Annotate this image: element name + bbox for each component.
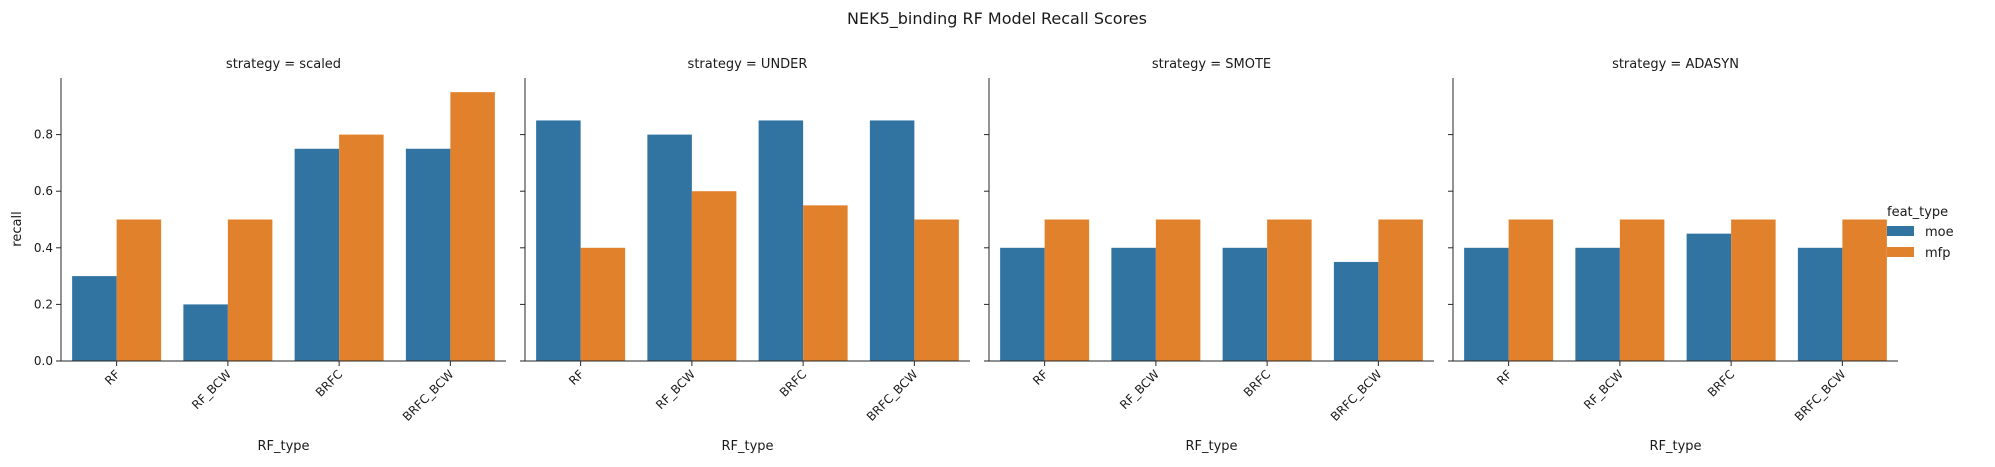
x-tick-label: BRFC [1241,367,1273,399]
bar-moe-RF_BCW [1111,247,1156,361]
bar-mfp-RF [1044,219,1090,361]
legend-label-moe: moe [1925,225,1954,240]
bar-moe-BRFC_BCW [1333,261,1379,361]
y-tick-label: 0.2 [34,297,53,311]
bar-moe-RF_BCW [183,304,228,361]
x-tick-label: BRFC_BCW [864,367,921,424]
x-tick-label: RF_BCW [1581,367,1626,412]
bar-moe-BRFC [758,120,804,361]
bar-moe-RF [1464,247,1509,361]
bar-mfp-RF [116,219,162,361]
panel-title: strategy = ADASYN [1612,57,1739,72]
x-axis-label: RF_type [1185,439,1237,454]
bar-moe-RF_BCW [1575,247,1620,361]
bar-mfp-BRFC_BCW [1378,219,1423,361]
x-tick-label: BRFC [1705,367,1737,399]
x-tick-label: RF_BCW [189,367,234,412]
panel-title: strategy = scaled [226,57,341,72]
x-tick-label: RF [1494,367,1515,388]
facet-panel-3: strategy = ADASYN RF RF_BCW BRFC BRFC_BCW RF_… [1448,57,1898,454]
bar-mfp-RF_BCW [227,219,273,361]
bar-moe-BRFC [294,148,340,361]
bar-mfp-BRFC [339,134,384,361]
bar-moe-BRFC_BCW [869,120,915,361]
facet-panels: strategy = scaled 0.0 0.2 0.4 0.6 0.8 RF RF_BCW… [34,57,1898,454]
x-tick-label: BRFC [777,367,809,399]
y-axis-label: recall [10,211,25,246]
bar-moe-BRFC [1222,247,1268,361]
x-tick-label: BRFC_BCW [1792,367,1849,424]
y-tick-label: 0.8 [34,128,53,142]
bar-moe-RF [72,276,117,361]
bar-moe-RF [1000,247,1045,361]
x-tick-label: RF [566,367,587,388]
panel-title: strategy = UNDER [688,57,808,72]
bar-mfp-BRFC [803,205,848,361]
bar-mfp-BRFC [1731,219,1776,361]
legend-swatch-mfp [1887,247,1914,257]
legend: feat_type moe mfp [1887,205,1954,261]
y-tick-label: 0.0 [34,354,53,368]
bar-mfp-BRFC [1267,219,1312,361]
x-tick-label: BRFC [313,367,345,399]
bar-mfp-RF_BCW [1619,219,1665,361]
x-tick-label: RF_BCW [653,367,698,412]
bar-moe-BRFC_BCW [1797,247,1843,361]
bar-moe-BRFC_BCW [405,148,451,361]
bar-mfp-BRFC_BCW [450,92,495,362]
bar-moe-BRFC [1686,233,1732,361]
x-axis-label: RF_type [721,439,773,454]
facet-panel-2: strategy = SMOTE RF RF_BCW BRFC BRFC_BCW RF_t… [984,57,1434,454]
x-tick-label: RF_BCW [1117,367,1162,412]
bar-mfp-RF_BCW [1155,219,1201,361]
bar-mfp-RF [580,247,626,361]
x-axis-label: RF_type [257,439,309,454]
bar-mfp-BRFC_BCW [914,219,959,361]
chart-title: NEK5_binding RF Model Recall Scores [847,9,1147,29]
y-tick-label: 0.4 [34,241,53,255]
facet-panel-0: strategy = scaled 0.0 0.2 0.4 0.6 0.8 RF RF_BCW… [34,57,506,454]
bar-mfp-RF [1508,219,1554,361]
bar-mfp-BRFC_BCW [1842,219,1887,361]
x-tick-label: BRFC_BCW [400,367,457,424]
x-tick-label: RF [102,367,123,388]
y-tick-label: 0.6 [34,184,53,198]
facet-panel-1: strategy = UNDER RF RF_BCW BRFC BRFC_BCW RF_t… [520,57,970,454]
legend-swatch-moe [1887,226,1914,236]
bar-moe-RF_BCW [647,134,692,361]
x-tick-label: BRFC_BCW [1328,367,1385,424]
x-tick-label: RF [1030,367,1051,388]
bar-mfp-RF_BCW [691,191,737,361]
panel-title: strategy = SMOTE [1152,57,1271,72]
bar-moe-RF [536,120,581,361]
legend-title: feat_type [1887,205,1948,220]
legend-label-mfp: mfp [1925,246,1951,261]
x-axis-label: RF_type [1649,439,1701,454]
